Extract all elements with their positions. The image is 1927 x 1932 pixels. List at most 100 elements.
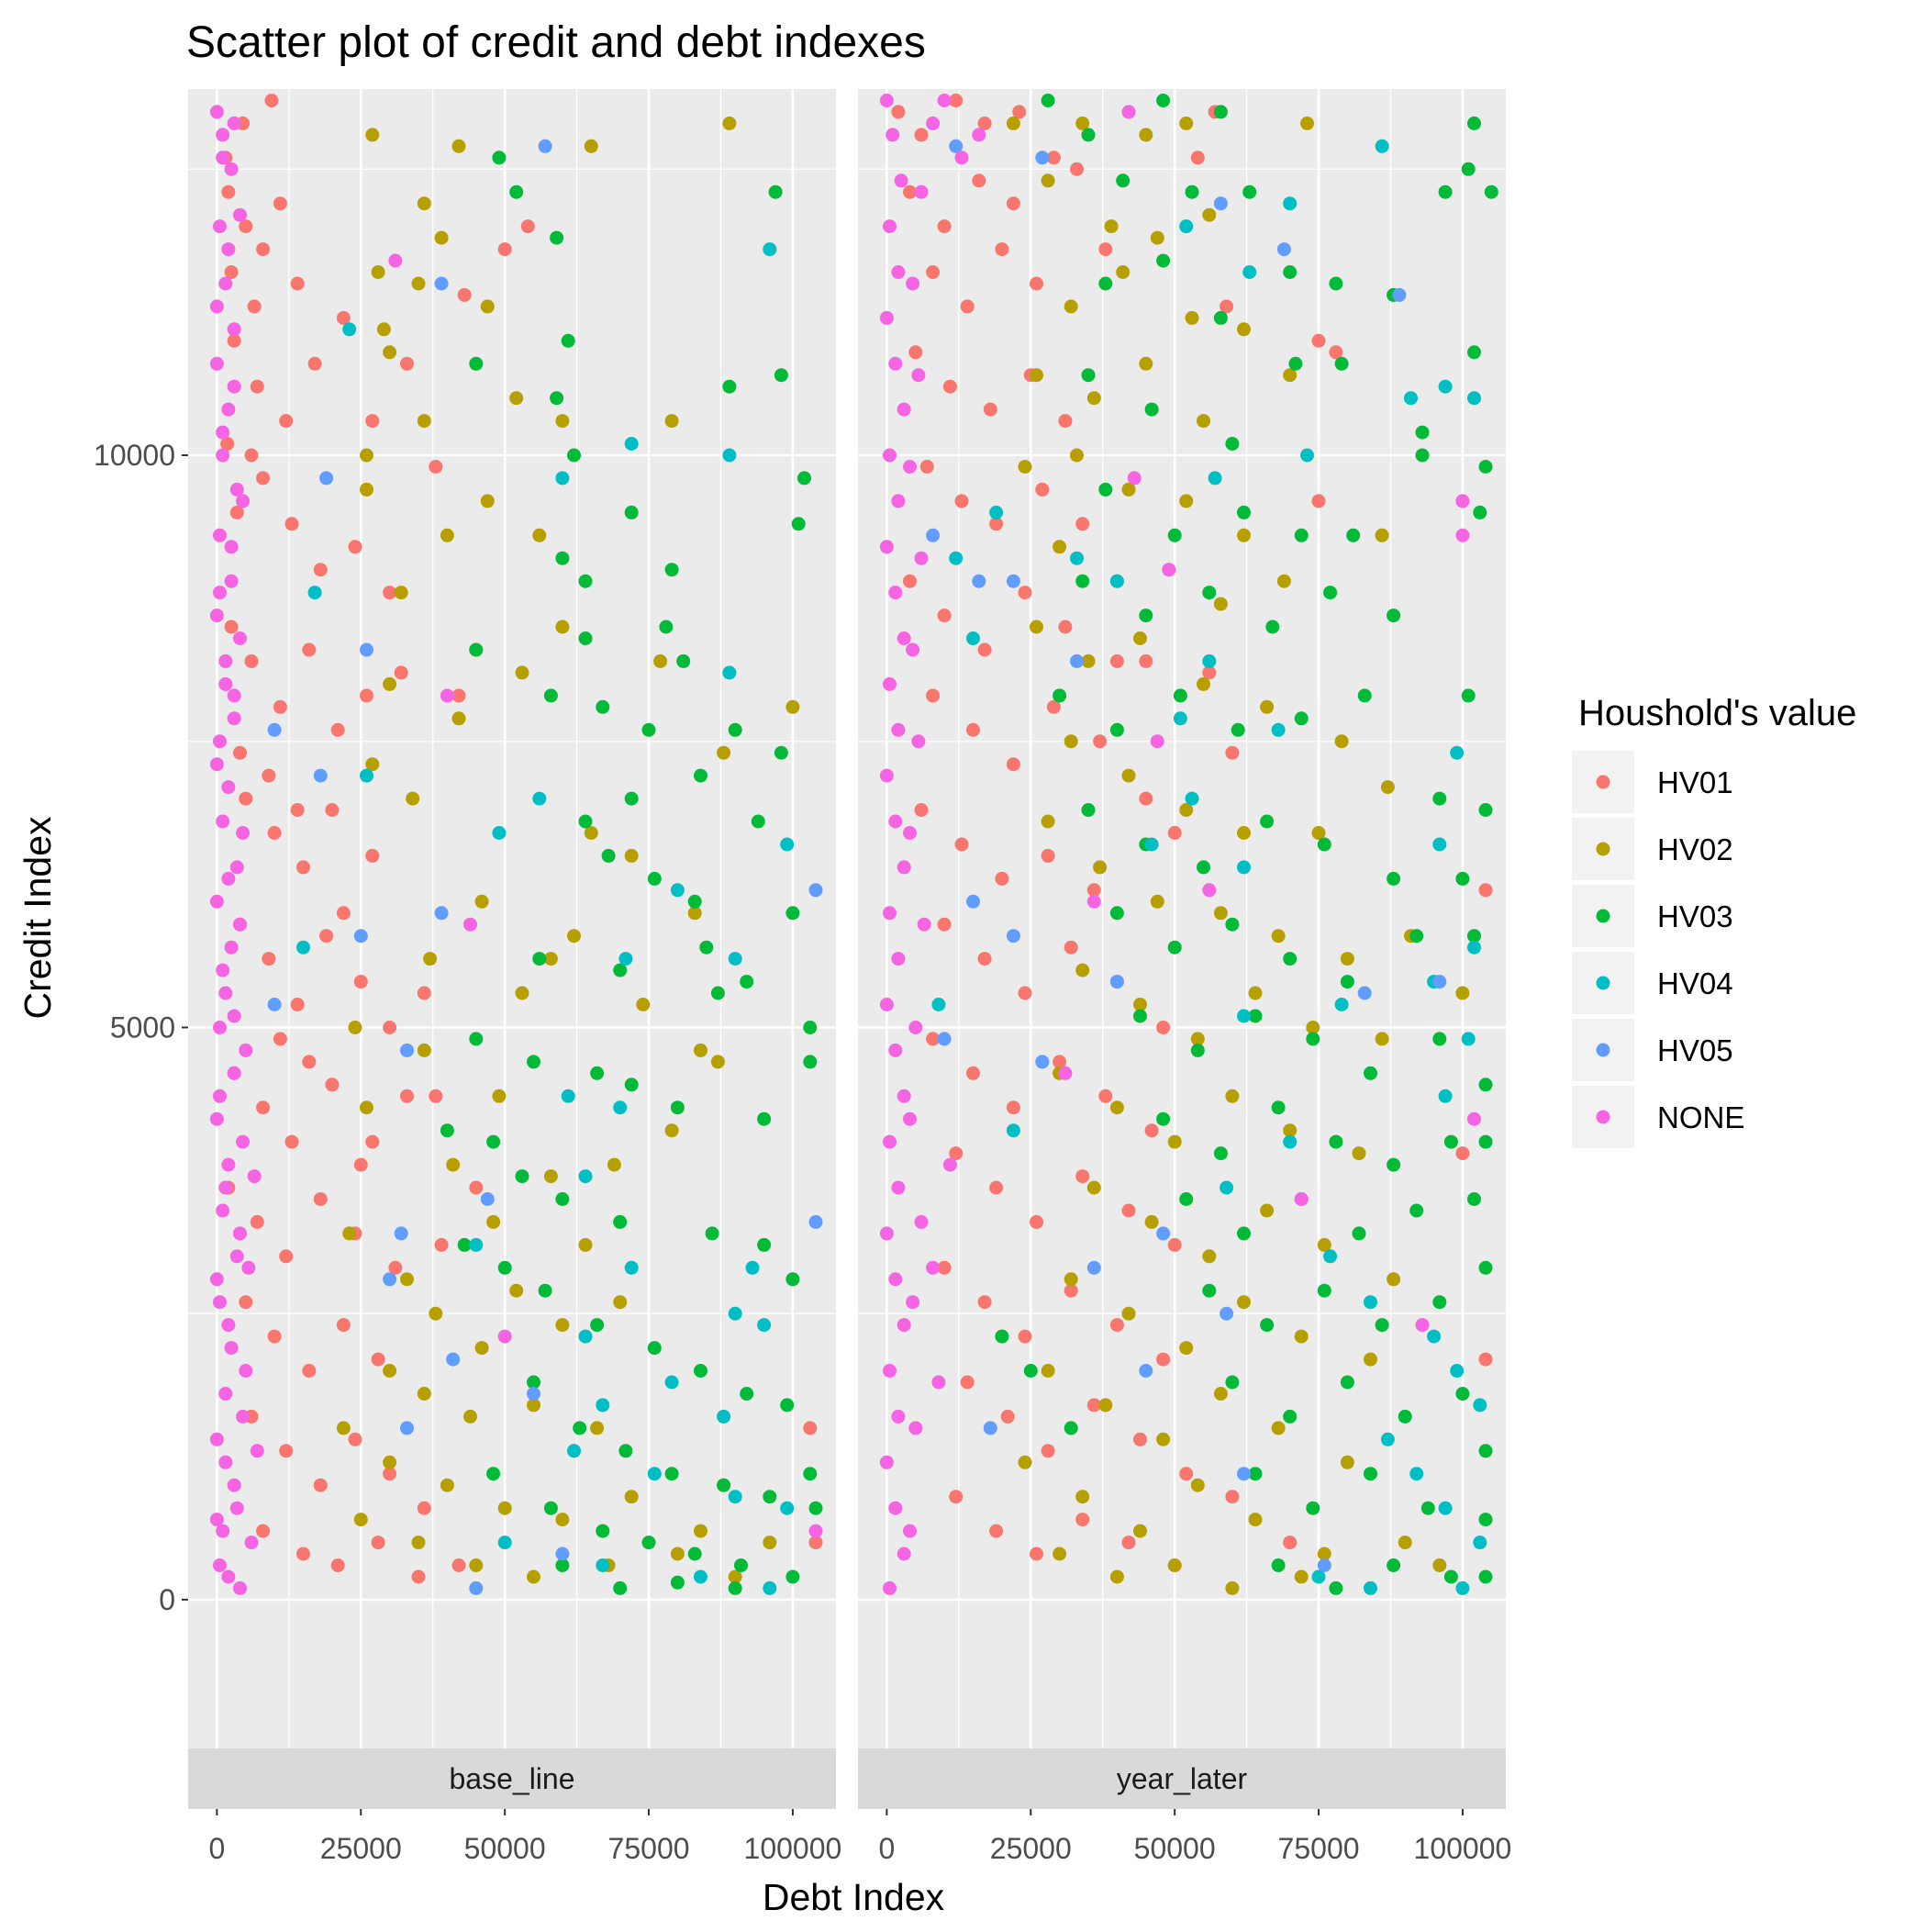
data-point-HV01 — [469, 1180, 484, 1195]
x-tick-label: 0 — [878, 1832, 895, 1865]
data-point-HV03 — [785, 1272, 800, 1287]
data-point-HV04 — [613, 1100, 628, 1115]
data-point-HV01 — [954, 494, 969, 508]
data-point-HV03 — [694, 768, 707, 783]
data-point-HV02 — [1075, 116, 1090, 130]
data-point-HV03 — [1364, 1467, 1377, 1481]
data-point-NONE — [891, 494, 906, 508]
data-point-NONE — [906, 276, 920, 291]
data-point-HV03 — [797, 471, 811, 486]
data-point-NONE — [233, 1580, 247, 1595]
data-point-HV04 — [931, 998, 946, 1011]
data-point-HV02 — [463, 1409, 477, 1424]
data-point-HV03 — [1294, 528, 1309, 542]
data-point-HV03 — [734, 1558, 748, 1572]
data-point-NONE — [213, 734, 227, 749]
data-point-NONE — [250, 1444, 264, 1458]
data-point-HV01 — [264, 94, 279, 107]
data-point-HV02 — [1197, 676, 1210, 691]
data-point-HV02 — [417, 414, 431, 429]
data-point-NONE — [216, 448, 230, 463]
data-point-HV01 — [371, 1352, 385, 1367]
data-point-HV02 — [1375, 528, 1389, 542]
data-point-HV03 — [659, 620, 674, 634]
data-point-HV05 — [1392, 287, 1407, 302]
data-point-HV03 — [527, 1055, 540, 1069]
data-point-HV05 — [808, 883, 823, 898]
data-point-HV02 — [406, 791, 420, 806]
data-point-HV02 — [1144, 1214, 1159, 1229]
data-point-HV03 — [1260, 814, 1275, 829]
data-point-NONE — [216, 1203, 230, 1218]
data-point-HV01 — [966, 722, 980, 737]
data-point-HV03 — [676, 653, 691, 668]
data-point-HV03 — [1478, 1078, 1493, 1092]
data-point-HV03 — [1461, 162, 1476, 176]
data-point-HV03 — [1248, 1009, 1263, 1023]
data-point-NONE — [224, 162, 239, 176]
data-point-HV02 — [1271, 929, 1286, 944]
points-year_later — [879, 94, 1498, 1595]
data-point-NONE — [229, 860, 244, 875]
data-point-HV02 — [1053, 1547, 1067, 1561]
data-point-HV03 — [567, 448, 581, 463]
data-point-HV02 — [1064, 1272, 1078, 1287]
data-point-HV02 — [342, 1226, 357, 1241]
data-point-HV01 — [977, 952, 992, 966]
data-point-HV02 — [1041, 173, 1055, 188]
data-point-HV02 — [451, 711, 466, 726]
data-point-HV02 — [1455, 986, 1470, 1000]
data-point-HV01 — [942, 379, 957, 394]
data-point-NONE — [972, 128, 986, 142]
data-point-HV04 — [1006, 1123, 1020, 1138]
legend-keys: HV01 HV02 HV03 HV04 HV05 NONE — [1572, 751, 1744, 1148]
data-point-NONE — [388, 253, 403, 268]
data-point-HV01 — [972, 173, 986, 188]
data-point-HV01 — [224, 265, 239, 279]
data-point-HV02 — [383, 1364, 397, 1378]
data-point-HV01 — [1058, 414, 1073, 429]
data-point-NONE — [911, 368, 926, 383]
data-point-HV02 — [515, 665, 529, 680]
data-point-HV03 — [687, 894, 702, 909]
data-point-HV01 — [1139, 653, 1153, 668]
legend-label: HV01 — [1657, 765, 1733, 799]
data-point-NONE — [926, 1260, 941, 1275]
data-point-HV04 — [1473, 1536, 1487, 1550]
legend-item-HV03: HV03 — [1572, 885, 1733, 947]
data-point-HV04 — [555, 471, 570, 486]
data-point-NONE — [1150, 734, 1164, 749]
data-point-HV01 — [1225, 1490, 1240, 1504]
data-point-NONE — [221, 242, 236, 257]
data-point-HV02 — [1109, 1569, 1124, 1584]
data-point-HV03 — [1231, 722, 1245, 737]
data-point-NONE — [897, 402, 911, 417]
data-point-HV02 — [446, 1157, 461, 1172]
data-point-HV03 — [578, 574, 593, 588]
legend-key-NONE — [1596, 1110, 1610, 1124]
data-point-NONE — [227, 1066, 241, 1080]
data-point-HV01 — [995, 242, 1009, 257]
data-point-HV04 — [567, 1444, 581, 1458]
data-point-HV03 — [1185, 184, 1199, 199]
data-point-HV03 — [532, 952, 547, 966]
data-point-HV01 — [353, 1157, 368, 1172]
data-point-HV05 — [1276, 242, 1291, 257]
data-point-HV01 — [1030, 1214, 1043, 1229]
data-point-NONE — [888, 1272, 903, 1287]
data-point-NONE — [883, 1580, 897, 1595]
data-point-HV03 — [1484, 184, 1498, 199]
data-point-HV01 — [1093, 734, 1108, 749]
data-point-HV05 — [1006, 929, 1020, 944]
data-point-NONE — [227, 116, 241, 130]
data-point-NONE — [1162, 563, 1176, 577]
data-point-HV03 — [618, 1444, 633, 1458]
data-point-HV01 — [273, 1032, 287, 1046]
data-point-HV02 — [1133, 631, 1147, 645]
data-point-NONE — [888, 1043, 903, 1057]
data-point-HV01 — [302, 642, 317, 657]
data-point-NONE — [954, 151, 969, 165]
data-point-HV01 — [949, 1146, 964, 1161]
data-point-HV03 — [710, 986, 725, 1000]
data-point-NONE — [209, 356, 224, 371]
